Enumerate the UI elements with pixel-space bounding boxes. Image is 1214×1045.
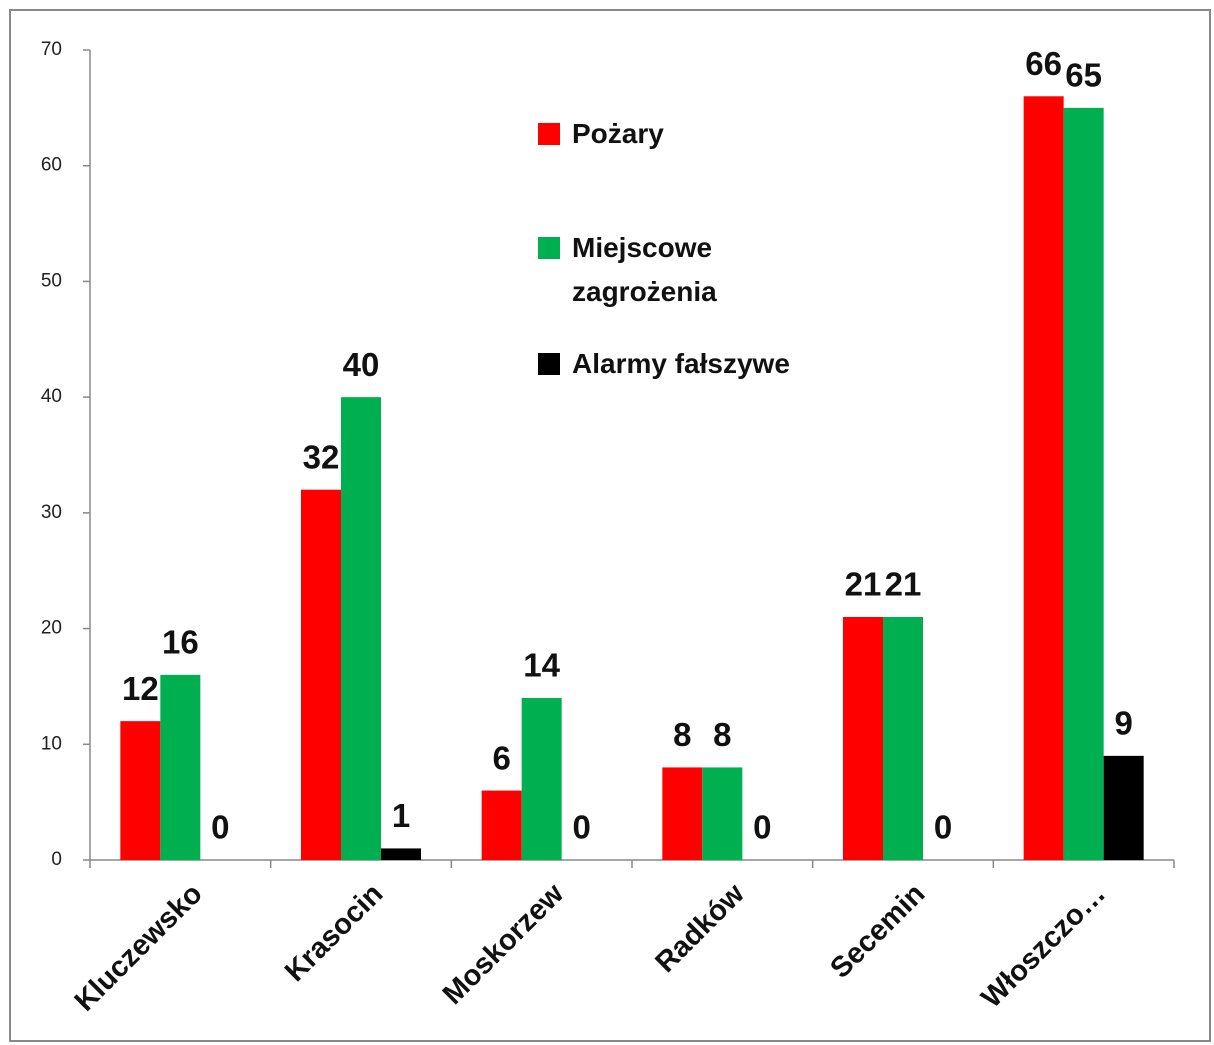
value-label: 66 (1025, 45, 1062, 82)
bar (481, 790, 522, 860)
legend-label: Alarmy fałszywe (572, 348, 790, 379)
bar (1063, 107, 1104, 861)
value-label: 1 (392, 797, 410, 834)
bar (301, 489, 341, 860)
bar (120, 721, 161, 860)
y-tick-label: 10 (41, 733, 62, 754)
legend-item: Alarmy fałszywe (538, 342, 790, 386)
x-tick-label: Secemin (824, 878, 931, 985)
bar (883, 617, 923, 860)
value-label: 14 (523, 647, 560, 684)
bar (1023, 96, 1064, 861)
value-label: 0 (572, 809, 590, 846)
legend-swatch (538, 237, 560, 259)
chart-border (9, 9, 1211, 1042)
y-tick-label: 20 (41, 618, 62, 639)
value-label: 21 (885, 566, 922, 603)
bar (381, 848, 421, 860)
legend-item: Pożary (538, 112, 790, 156)
y-tick-label: 70 (41, 39, 62, 60)
value-label: 6 (492, 739, 510, 776)
x-tick-label: Włoszczo… (975, 878, 1112, 1015)
bar (341, 397, 381, 860)
legend-label: Miejscowe zagrożenia (572, 232, 717, 307)
x-tick-label: Radków (649, 877, 751, 979)
value-label: 0 (211, 809, 229, 846)
value-label: 0 (753, 809, 771, 846)
value-label: 32 (303, 438, 340, 475)
legend-label: Pożary (572, 118, 664, 149)
bar (702, 767, 743, 860)
value-label: 40 (343, 346, 380, 383)
value-label: 21 (845, 566, 882, 603)
y-tick-label: 40 (41, 386, 62, 407)
legend-swatch (538, 353, 560, 375)
x-tick-label: Moskorzew (437, 877, 570, 1010)
bar (662, 767, 703, 860)
value-label: 8 (713, 716, 731, 753)
x-tick-label: Kluczewsko (69, 878, 209, 1018)
legend: Pożary Miejscowe zagrożenia Alarmy fałszyw… (538, 112, 790, 386)
legend-item: Miejscowe zagrożenia (538, 226, 790, 314)
bar (843, 617, 883, 860)
y-tick-label: 50 (41, 270, 62, 291)
legend-swatch (538, 123, 560, 145)
x-tick-label: Krasocin (279, 878, 389, 988)
value-label: 12 (122, 670, 159, 707)
value-label: 8 (673, 716, 691, 753)
value-label: 0 (934, 809, 952, 846)
y-tick-label: 30 (41, 502, 62, 523)
value-label: 16 (162, 624, 199, 661)
value-label: 65 (1065, 57, 1102, 94)
bar (160, 674, 201, 860)
y-tick-label: 60 (41, 155, 62, 176)
bar (521, 698, 562, 860)
y-tick-label: 0 (51, 849, 62, 870)
bar (1103, 755, 1144, 860)
value-label: 9 (1114, 705, 1132, 742)
